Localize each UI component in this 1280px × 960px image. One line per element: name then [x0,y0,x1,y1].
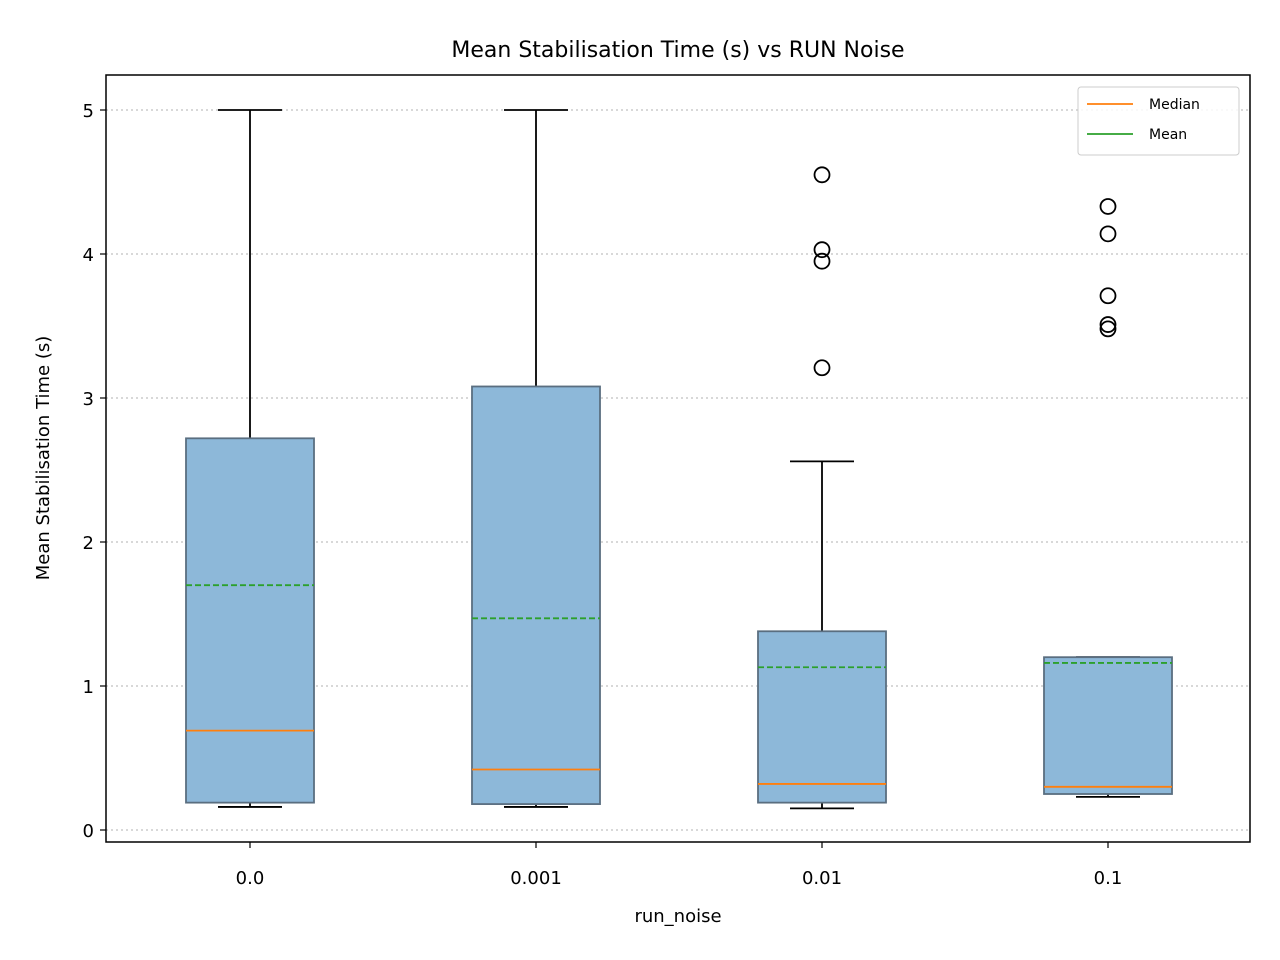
box-group-0.01 [757,166,887,810]
box-group-0.001 [471,109,601,808]
outlier-point [1099,287,1117,305]
x-tick-label: 0.1 [1094,868,1123,889]
box-group-0.1 [1043,198,1173,798]
box-plots [185,109,1173,810]
y-tick-label: 4 [83,245,94,266]
outlier-point [813,166,831,184]
x-axis-label: run_noise [634,906,721,927]
iqr-box [1043,656,1173,795]
y-tick-label: 1 [83,677,94,698]
outlier-point [1099,225,1117,243]
outlier-point [1099,198,1117,215]
x-tick-label: 0.001 [510,868,562,889]
axis-ticks: 0 1 2 3 4 5 0.0 0.001 0.01 0.1 [83,101,1123,889]
iqr-box [757,630,887,804]
y-tick-label: 5 [83,101,94,122]
legend-median-label: Median [1149,97,1200,113]
iqr-box [471,385,601,805]
chart-title: Mean Stabilisation Time (s) vs RUN Noise [451,38,904,63]
y-tick-label: 3 [83,389,94,410]
outlier-point [813,252,831,270]
x-tick-label: 0.01 [802,868,842,889]
iqr-box [185,437,315,804]
outlier-point [813,359,831,377]
y-tick-label: 2 [83,533,94,554]
box-group-0.0 [185,109,315,808]
outlier-point [1099,320,1117,338]
outlier-point [1099,316,1117,333]
y-tick-label: 0 [83,821,94,842]
plot-frame [105,74,1251,843]
x-tick-label: 0.0 [236,868,265,889]
legend: Median Mean [1077,86,1240,156]
legend-mean-label: Mean [1149,127,1187,143]
y-axis-label: Mean Stabilisation Time (s) [33,336,54,581]
outlier-point [813,241,831,259]
